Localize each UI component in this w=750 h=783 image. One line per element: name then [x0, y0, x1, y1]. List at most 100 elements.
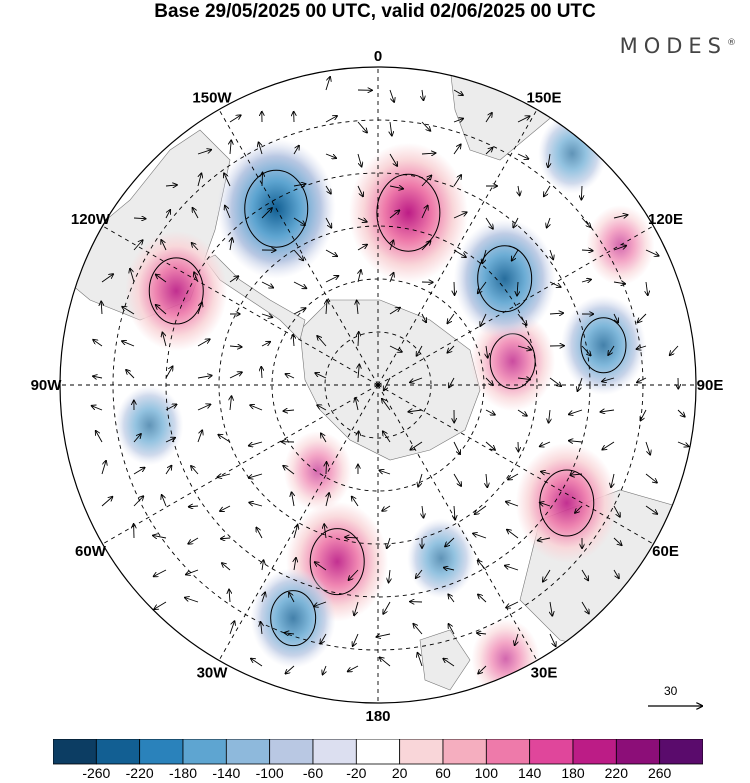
wind-arrow-117 — [317, 336, 327, 347]
wind-arrow-184 — [645, 441, 650, 455]
anomaly-center-2 — [407, 518, 476, 599]
wind-arrow-57 — [133, 240, 143, 251]
wind-arrow-135 — [285, 374, 295, 379]
wind-arrow-208 — [220, 505, 231, 511]
wind-arrow-144 — [577, 377, 583, 391]
contour-line-9 — [148, 257, 204, 325]
wind-arrow-92 — [101, 301, 102, 315]
wind-arrow-145 — [602, 377, 615, 381]
wind-arrow-2 — [389, 89, 394, 102]
wind-arrow-122 — [486, 345, 488, 358]
wind-arrow-185 — [677, 441, 689, 446]
wind-arrow-90 — [613, 282, 625, 284]
wind-arrow-108 — [613, 313, 618, 322]
wind-arrow-206 — [162, 495, 167, 507]
wind-arrow-44 — [225, 206, 231, 219]
wind-arrow-67 — [453, 249, 466, 257]
wind-arrow-22 — [421, 153, 435, 154]
wind-arrow-274 — [448, 624, 455, 635]
wind-arrow-284 — [443, 659, 455, 667]
wind-arrow-285 — [478, 665, 487, 674]
meridian-150 — [377, 109, 538, 386]
wind-arrow-209 — [249, 503, 263, 507]
meridian-120 — [377, 225, 654, 386]
wind-arrow-73 — [645, 249, 659, 256]
longitude-label-120w: 120W — [71, 211, 111, 228]
wind-arrow-229 — [345, 537, 359, 538]
wind-arrow-167 — [96, 431, 103, 443]
wind-arrow-210 — [292, 492, 294, 507]
wind-arrow-205 — [133, 496, 143, 507]
wind-arrow-82 — [358, 270, 361, 283]
wind-arrow-175 — [358, 431, 359, 443]
wind-arrow-0 — [325, 77, 330, 91]
wind-arrow-155 — [317, 405, 327, 411]
wind-arrow-179 — [485, 441, 495, 450]
wind-arrow-42 — [165, 210, 170, 219]
colorbar-tick-label: -60 — [302, 765, 324, 781]
wind-arrow-133 — [229, 372, 242, 379]
wind-arrow-49 — [389, 210, 399, 219]
wind-arrow-177 — [410, 441, 423, 450]
anomaly-center-1 — [250, 568, 336, 669]
wind-arrow-279 — [285, 665, 295, 674]
contour-line-1 — [270, 590, 317, 647]
wind-arrow-47 — [325, 217, 331, 228]
longitude-label-0: 0 — [374, 48, 382, 65]
wind-arrow-249 — [505, 566, 519, 571]
anomaly-center-10 — [115, 385, 184, 466]
latitude-circle-2 — [218, 225, 538, 545]
wind-arrow-66 — [421, 241, 431, 251]
wind-arrow-51 — [453, 212, 467, 219]
wind-arrow-36 — [453, 175, 461, 187]
wind-arrow-19 — [325, 153, 336, 158]
wind-arrow-131 — [165, 366, 173, 379]
wind-arrow-243 — [315, 562, 327, 571]
wind-arrow-263 — [478, 594, 487, 603]
wind-arrow-24 — [485, 148, 493, 155]
wind-arrow-277 — [549, 633, 556, 646]
wind-arrow-156 — [355, 398, 358, 411]
anomaly-center-7 — [348, 142, 468, 283]
wind-arrow-41 — [133, 218, 146, 219]
wind-arrow-28 — [197, 173, 201, 187]
wind-arrow-146 — [637, 377, 647, 382]
wind-arrow-16 — [230, 140, 231, 155]
wind-arrow-165 — [640, 409, 647, 421]
wind-arrow-81 — [325, 276, 338, 283]
wind-arrow-198 — [486, 473, 487, 487]
anomaly-center-14 — [586, 205, 655, 286]
wind-arrow-100 — [357, 301, 358, 315]
meridian-330 — [218, 384, 379, 661]
wind-arrow-271 — [353, 633, 359, 646]
wind-arrow-201 — [570, 474, 583, 475]
wind-arrow-77 — [194, 272, 199, 283]
wind-arrow-68 — [482, 249, 487, 263]
wind-arrow-136 — [315, 373, 327, 379]
colorbar-tick-label: -260 — [82, 765, 111, 781]
wind-arrow-127 — [637, 346, 647, 349]
colorbar-tick-label: -140 — [212, 765, 241, 781]
wind-arrow-195 — [379, 470, 391, 475]
longitude-label-60e: 60E — [652, 543, 679, 560]
colorbar-swatch-6 — [312, 739, 357, 765]
wind-arrow-31 — [293, 184, 305, 186]
wind-arrow-91 — [646, 281, 648, 295]
wind-arrow-103 — [447, 313, 455, 323]
wind-arrow-32 — [325, 185, 331, 194]
wind-arrow-268 — [261, 622, 262, 635]
wind-arrow-154 — [283, 410, 295, 411]
wind-arrow-252 — [613, 569, 619, 578]
wind-arrow-109 — [638, 313, 647, 322]
wind-arrow-88 — [549, 281, 561, 287]
wind-arrow-79 — [261, 281, 273, 288]
wind-arrow-227 — [293, 525, 298, 539]
wind-arrow-95 — [197, 302, 202, 315]
wind-arrow-196 — [418, 473, 423, 487]
colorbar-swatch-14 — [659, 739, 703, 765]
wind-arrow-98 — [293, 308, 306, 315]
longitude-label-120e: 120E — [648, 211, 683, 228]
wind-arrow-244 — [348, 569, 359, 580]
wind-arrow-161 — [517, 409, 527, 416]
latitude-circle-0 — [324, 331, 432, 439]
